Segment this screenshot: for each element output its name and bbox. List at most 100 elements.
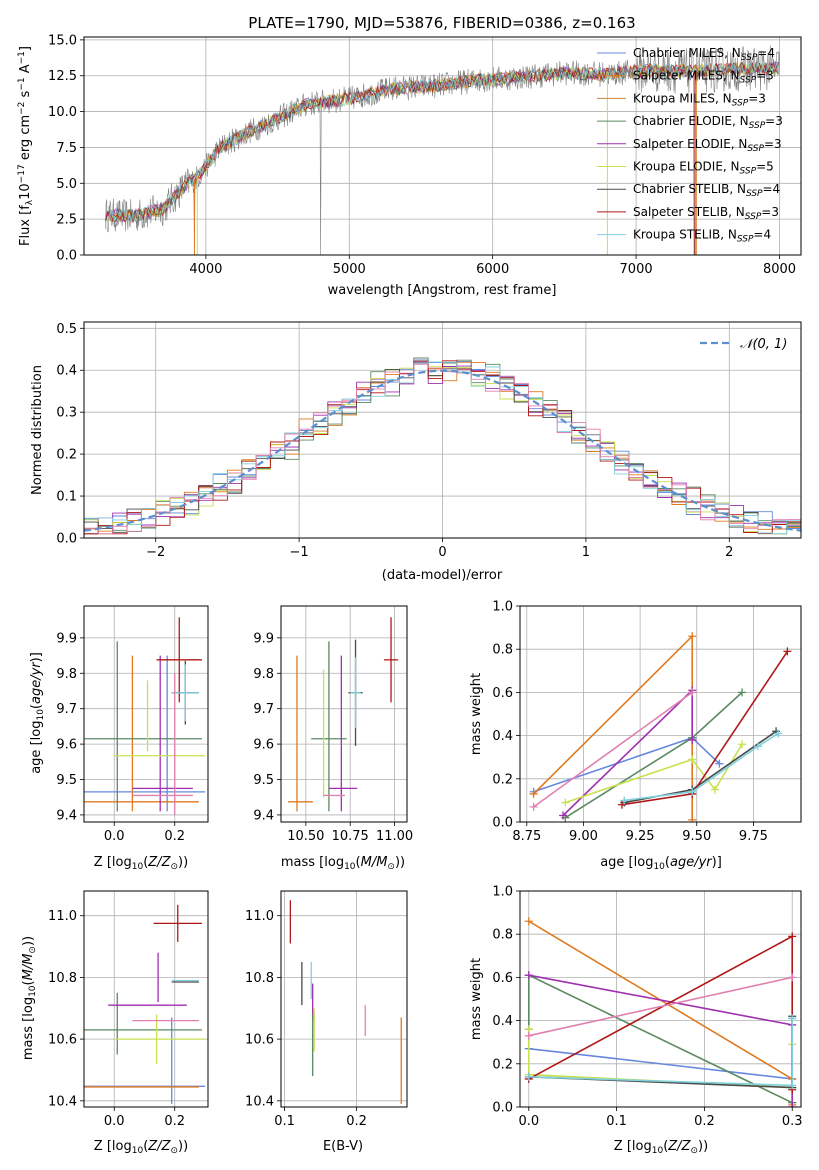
y-tick-label: 0.1 <box>56 490 77 505</box>
y-tick-label: 10.0 <box>48 105 77 120</box>
panel-residuals: −2 −1 0 1 2 0.0 0.1 0.2 0.3 0.4 0.5 𝒩(0, 1) (data-mo… <box>30 321 802 583</box>
plot-area <box>289 900 402 1104</box>
x-axis-label: age [log10(age/yr)] <box>600 855 722 872</box>
error-bar-point <box>350 657 361 729</box>
y-tick-label: 2.5 <box>56 213 77 228</box>
grid <box>281 606 407 822</box>
x-tick-label: 8000 <box>763 262 796 277</box>
axes-frame <box>83 890 209 1108</box>
y-tick-label: 5.0 <box>56 177 77 192</box>
weight-marker <box>617 800 626 809</box>
x-tick-label: 0.0 <box>518 1114 539 1129</box>
plot-area <box>105 45 780 255</box>
legend-entry: 𝒩(0, 1) <box>740 337 787 352</box>
y-tick-label: 0.8 <box>492 928 513 943</box>
x-tick-label: 0.1 <box>606 1114 627 1129</box>
weight-marker <box>774 729 783 738</box>
x-tick-label: 0.0 <box>104 1114 125 1129</box>
y-tick-label: 10.8 <box>245 971 274 986</box>
y-tick-label: 0.6 <box>492 686 513 701</box>
legend-entry: Kroupa ELODIE, NSSP=5 <box>633 160 774 177</box>
panel-z_vs_weight: 0.0 0.1 0.2 0.3 0.0 0.2 0.4 0.6 0.8 1.0 Z [log10(Z… <box>469 885 803 1157</box>
y-axis-label: mass weight <box>469 958 484 1040</box>
y-tick-label: 10.4 <box>48 1094 77 1109</box>
x-axis-label: (data-model)/error <box>382 568 503 583</box>
y-tick-label: 0.2 <box>492 772 513 787</box>
x-tick-label: 8.75 <box>512 829 541 844</box>
error-bar-point <box>171 664 199 722</box>
x-axis-label: E(B-V) <box>323 1139 363 1154</box>
y-tick-label: 9.6 <box>253 738 274 753</box>
y-tick-label: 0.8 <box>492 643 513 658</box>
legend-entry: Salpeter MILES, NSSP=3 <box>633 69 774 86</box>
weight-marker <box>788 1014 797 1023</box>
weight-line-7 <box>528 1018 793 1087</box>
y-tick-label: 0.2 <box>56 448 77 463</box>
plot-area <box>288 617 399 812</box>
y-axis-label: Normed distribution <box>30 365 45 495</box>
x-axis-label: Z [log10(Z/Z⊙)) <box>94 855 188 872</box>
y-tick-label: 0.0 <box>492 1101 513 1116</box>
x-tick-label: 11.00 <box>376 829 413 844</box>
x-tick-label: 4000 <box>189 262 222 277</box>
error-bar-point <box>153 904 202 942</box>
legend-entry: Kroupa STELIB, NSSP=4 <box>633 228 771 245</box>
grid <box>281 891 407 1107</box>
y-axis-label: mass weight <box>469 673 484 755</box>
weight-line-1 <box>533 634 693 820</box>
legend: Chabrier MILES, NSSP=4 Salpeter MILES, NS… <box>597 46 783 245</box>
x-tick-label: −1 <box>290 545 309 560</box>
y-tick-label: 10.8 <box>48 971 77 986</box>
plot-area <box>84 904 205 1104</box>
plot-area <box>84 357 801 535</box>
model-line-8 <box>105 62 779 223</box>
x-tick-label: −2 <box>146 545 165 560</box>
weight-marker <box>620 796 629 805</box>
grid <box>520 605 801 823</box>
weight-marker <box>788 1081 797 1090</box>
panel-spectrum: 4000 5000 6000 7000 8000 0.0 2.5 5.0 7.5 10.0 12.5… <box>17 14 802 298</box>
y-tick-label: 9.7 <box>253 702 274 717</box>
x-tick-label: 0.0 <box>104 829 125 844</box>
weight-marker <box>688 735 697 744</box>
y-tick-label: 0.4 <box>56 364 77 379</box>
x-axis-label: Z [log10(Z/Z⊙)) <box>94 1139 188 1156</box>
weight-marker <box>688 632 697 641</box>
x-tick-label: 7000 <box>620 262 653 277</box>
weight-marker <box>524 917 533 926</box>
y-tick-label: 9.4 <box>253 808 274 823</box>
legend-entry: Salpeter ELODIE, NSSP=3 <box>633 137 782 154</box>
weight-marker <box>688 688 697 697</box>
axes-frame <box>280 890 408 1108</box>
x-tick-label: 0 <box>438 545 446 560</box>
x-tick-label: 10.75 <box>332 829 369 844</box>
panel-ebv_vs_mass: 0.1 0.2 10.4 10.6 10.8 11.0 E(B-V) <box>245 890 408 1154</box>
y-axis-label: age [log10(age/yr)] <box>29 652 46 774</box>
histogram-3 <box>84 361 801 535</box>
y-tick-label: 9.9 <box>56 631 77 646</box>
y-tick-label: 11.0 <box>48 909 77 924</box>
y-axis-label: Flux [fλ10−17 erg cm−2 s−1 A−1] <box>17 46 35 246</box>
weight-line-8 <box>533 691 693 808</box>
y-tick-label: 1.0 <box>492 885 513 900</box>
x-tick-label: 0.1 <box>274 1114 295 1129</box>
x-tick-label: 0.2 <box>164 1114 185 1129</box>
grid <box>84 322 801 539</box>
plot-area <box>529 632 792 822</box>
y-tick-label: 9.8 <box>56 667 77 682</box>
x-tick-label: 6000 <box>476 262 509 277</box>
x-tick-label: 10.50 <box>287 829 324 844</box>
axes-frame <box>519 890 802 1108</box>
weight-line-2 <box>564 691 743 819</box>
axes-frame <box>83 605 209 823</box>
y-tick-label: 0.4 <box>492 729 513 744</box>
legend-entry: Salpeter STELIB, NSSP=3 <box>633 205 779 222</box>
y-tick-label: 10.6 <box>48 1033 77 1048</box>
grid <box>84 606 208 822</box>
error-bar-point <box>156 617 202 703</box>
y-tick-label: 0.5 <box>56 322 77 337</box>
legend-entry: Kroupa MILES, NSSP=3 <box>633 91 766 108</box>
axes-frame <box>83 36 802 256</box>
weight-marker <box>688 755 697 764</box>
plot-area <box>84 617 205 815</box>
